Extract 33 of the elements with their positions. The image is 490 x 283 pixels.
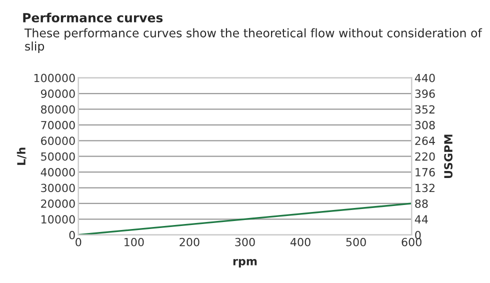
y-tick-label: 0: [69, 230, 75, 240]
y-tick-label: 10000: [41, 215, 75, 224]
y2-tick-label: 396: [415, 90, 435, 98]
y-tick-label: 50000: [41, 152, 75, 161]
y2-tick-label: 352: [415, 105, 434, 114]
y-tick-label: 60000: [41, 136, 75, 146]
chart-subtitle: These performance curves show the theoretical flow without consideration of slip: [24, 28, 482, 53]
y-tick-label: 20000: [41, 199, 75, 208]
y-tick-label: 100000: [34, 74, 75, 82]
y2-tick-label: 132: [416, 184, 434, 192]
y-tick-label: 80000: [41, 105, 75, 114]
x-tick-label: 100: [124, 238, 144, 246]
x-tick-label: 500: [346, 238, 366, 246]
chart-title: Performance curves: [23, 12, 163, 22]
y2-axis-title: USGPM: [444, 134, 453, 178]
y2-tick-label: 220: [415, 152, 435, 161]
y2-tick-label: 440: [414, 74, 435, 82]
x-axis-title: rpm: [233, 258, 257, 268]
y2-tick-label: 176: [416, 168, 435, 176]
x-tick-label: 600: [402, 238, 422, 246]
y-tick-label: 40000: [40, 168, 75, 176]
y2-tick-label: 264: [415, 136, 435, 146]
y2-tick-label: 308: [415, 120, 435, 130]
y-tick-label: 70000: [41, 120, 75, 130]
y-tick-label: 90000: [40, 90, 75, 98]
x-tick-label: 300: [235, 238, 255, 246]
y-axis-title: L/h: [16, 148, 26, 165]
y-tick-label: 30000: [41, 184, 75, 192]
y2-tick-label: 44: [414, 215, 428, 224]
x-tick-label: 200: [180, 238, 200, 246]
x-tick-label: 0: [76, 238, 82, 246]
y2-tick-label: 88: [415, 199, 428, 208]
x-tick-label: 400: [290, 238, 310, 246]
